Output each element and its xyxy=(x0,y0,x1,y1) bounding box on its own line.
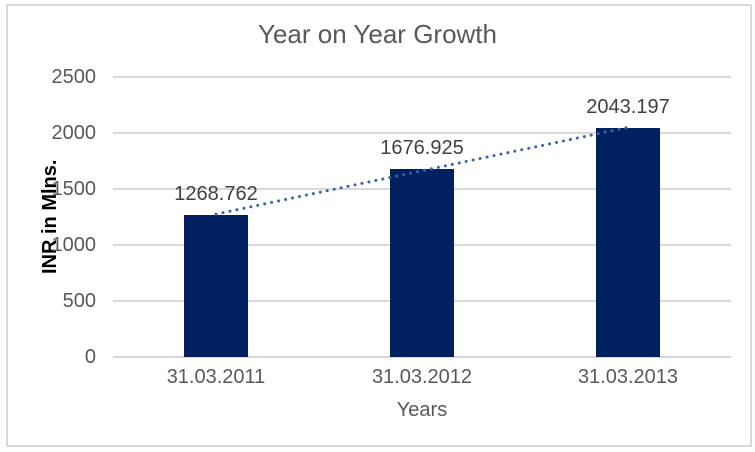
y-axis-title: INR in Mlns. xyxy=(39,159,61,275)
y-tick-label: 1500 xyxy=(51,178,97,200)
y-tick-label: 0 xyxy=(84,346,96,368)
y-tick-label: 2000 xyxy=(51,122,97,144)
bar-data-label: 1676.925 xyxy=(380,137,464,160)
bar-data-label: 1268.762 xyxy=(174,182,258,205)
bar xyxy=(596,128,660,357)
y-tick-label: 1000 xyxy=(51,234,97,256)
x-tick-label: 31.03.2013 xyxy=(577,366,679,388)
gridline xyxy=(113,76,731,78)
bar xyxy=(390,169,454,357)
x-tick-label: 31.03.2011 xyxy=(166,366,266,388)
x-axis-title: Years xyxy=(396,399,448,421)
y-tick-label: 2500 xyxy=(51,66,97,88)
x-axis-line xyxy=(113,356,731,358)
chart-title: Year on Year Growth xyxy=(258,19,497,49)
y-tick-label: 500 xyxy=(62,290,96,312)
x-tick-label: 31.03.2012 xyxy=(371,366,473,388)
bar-data-label: 2043.197 xyxy=(586,96,670,119)
bar xyxy=(184,214,248,357)
chart-border xyxy=(6,4,752,447)
